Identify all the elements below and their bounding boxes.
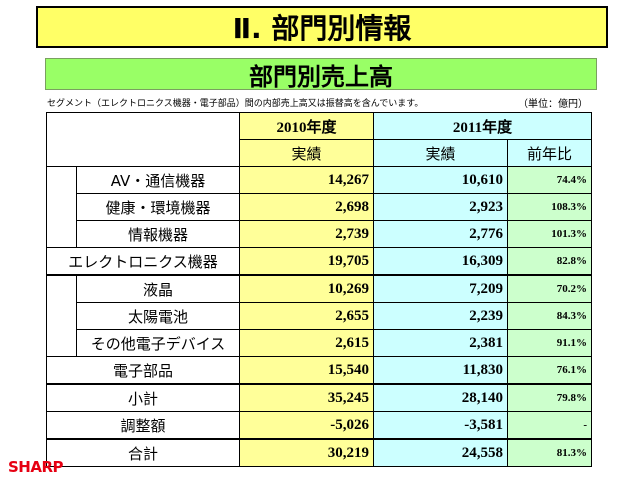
table-row: 小計 35,245 28,140 79.8% [46, 383, 592, 412]
value-2010: 2,739 [239, 220, 374, 248]
page-title: Ⅱ. 部門別情報 [36, 6, 608, 48]
value-2010: 35,245 [239, 383, 374, 412]
value-2011: 16,309 [373, 247, 508, 276]
table-row: 電子部品 15,540 11,830 76.1% [46, 356, 592, 385]
value-2010: 2,615 [239, 329, 374, 357]
value-2011: 28,140 [373, 383, 508, 412]
value-yoy: 91.1% [507, 329, 592, 357]
value-yoy: 79.8% [507, 383, 592, 412]
table-row: 健康・環境機器 2,698 2,923 108.3% [47, 193, 592, 221]
note-text: セグメント（エレクトロニクス機器・電子部品）間の内部売上高又は振替高を含んでいま… [47, 99, 424, 109]
value-yoy: 81.3% [507, 438, 592, 467]
table-row: 調整額 -5,026 -3,581 - [46, 411, 592, 440]
row-label: 液晶 [76, 274, 240, 303]
unit-label: （単位：億円） [518, 99, 588, 110]
sharp-logo: SHARP [8, 458, 64, 476]
value-2011: 10,610 [373, 166, 508, 194]
header-year-2011: 2011年度 [373, 112, 592, 140]
value-2011: 11,830 [373, 356, 508, 385]
value-yoy: 84.3% [507, 302, 592, 330]
table-row: エレクトロニクス機器 19,705 16,309 82.8% [46, 247, 592, 276]
value-2010: -5,026 [239, 411, 374, 440]
table-row: 合計 30,219 24,558 81.3% [46, 438, 592, 467]
header-actual-2010: 実績 [239, 139, 374, 167]
value-yoy: - [507, 411, 592, 440]
header-row-sub: 実績 実績 前年比 [47, 139, 592, 167]
table-row: AV・通信機器 14,267 10,610 74.4% [46, 166, 592, 248]
row-label: 太陽電池 [76, 302, 240, 330]
value-2011: 2,923 [373, 193, 508, 221]
value-2011: 24,558 [373, 438, 508, 467]
row-label: 健康・環境機器 [76, 193, 240, 221]
indent-cell [46, 274, 77, 357]
value-yoy: 108.3% [507, 193, 592, 221]
row-label: 情報機器 [76, 220, 240, 248]
header-row-years: 2010年度 2011年度 [46, 112, 592, 167]
value-2011: 2,381 [373, 329, 508, 357]
row-label: 小計 [46, 383, 240, 412]
table-row: 太陽電池 2,655 2,239 84.3% [47, 302, 592, 330]
value-yoy: 101.3% [507, 220, 592, 248]
value-2010: 10,269 [239, 274, 374, 303]
value-2010: 2,655 [239, 302, 374, 330]
value-yoy: 82.8% [507, 247, 592, 276]
value-2010: 15,540 [239, 356, 374, 385]
value-yoy: 76.1% [507, 356, 592, 385]
row-label: 電子部品 [46, 356, 240, 385]
row-label: エレクトロニクス機器 [46, 247, 240, 276]
sales-table: 2010年度 2011年度 実績 実績 前年比 AV・通信機器 14,267 1… [46, 112, 592, 467]
header-year-2010: 2010年度 [239, 112, 374, 140]
value-2010: 14,267 [239, 166, 374, 194]
value-yoy: 74.4% [507, 166, 592, 194]
value-2011: -3,581 [373, 411, 508, 440]
value-2010: 19,705 [239, 247, 374, 276]
indent-cell [46, 166, 77, 248]
value-2010: 30,219 [239, 438, 374, 467]
row-label: 合計 [46, 438, 240, 467]
row-label: AV・通信機器 [76, 166, 240, 194]
value-2011: 2,776 [373, 220, 508, 248]
table-row: その他電子デバイス 2,615 2,381 91.1% [47, 329, 592, 357]
value-2011: 7,209 [373, 274, 508, 303]
header-yoy: 前年比 [507, 139, 592, 167]
section-title: 部門別売上高 [45, 58, 597, 91]
value-yoy: 70.2% [507, 274, 592, 303]
row-label: その他電子デバイス [76, 329, 240, 357]
header-actual-2011: 実績 [373, 139, 508, 167]
table-row: 情報機器 2,739 2,776 101.3% [47, 220, 592, 248]
value-2010: 2,698 [239, 193, 374, 221]
value-2011: 2,239 [373, 302, 508, 330]
row-label: 調整額 [46, 411, 240, 440]
header-corner [46, 112, 240, 167]
table-row: 液晶 10,269 7,209 70.2% [46, 274, 592, 357]
